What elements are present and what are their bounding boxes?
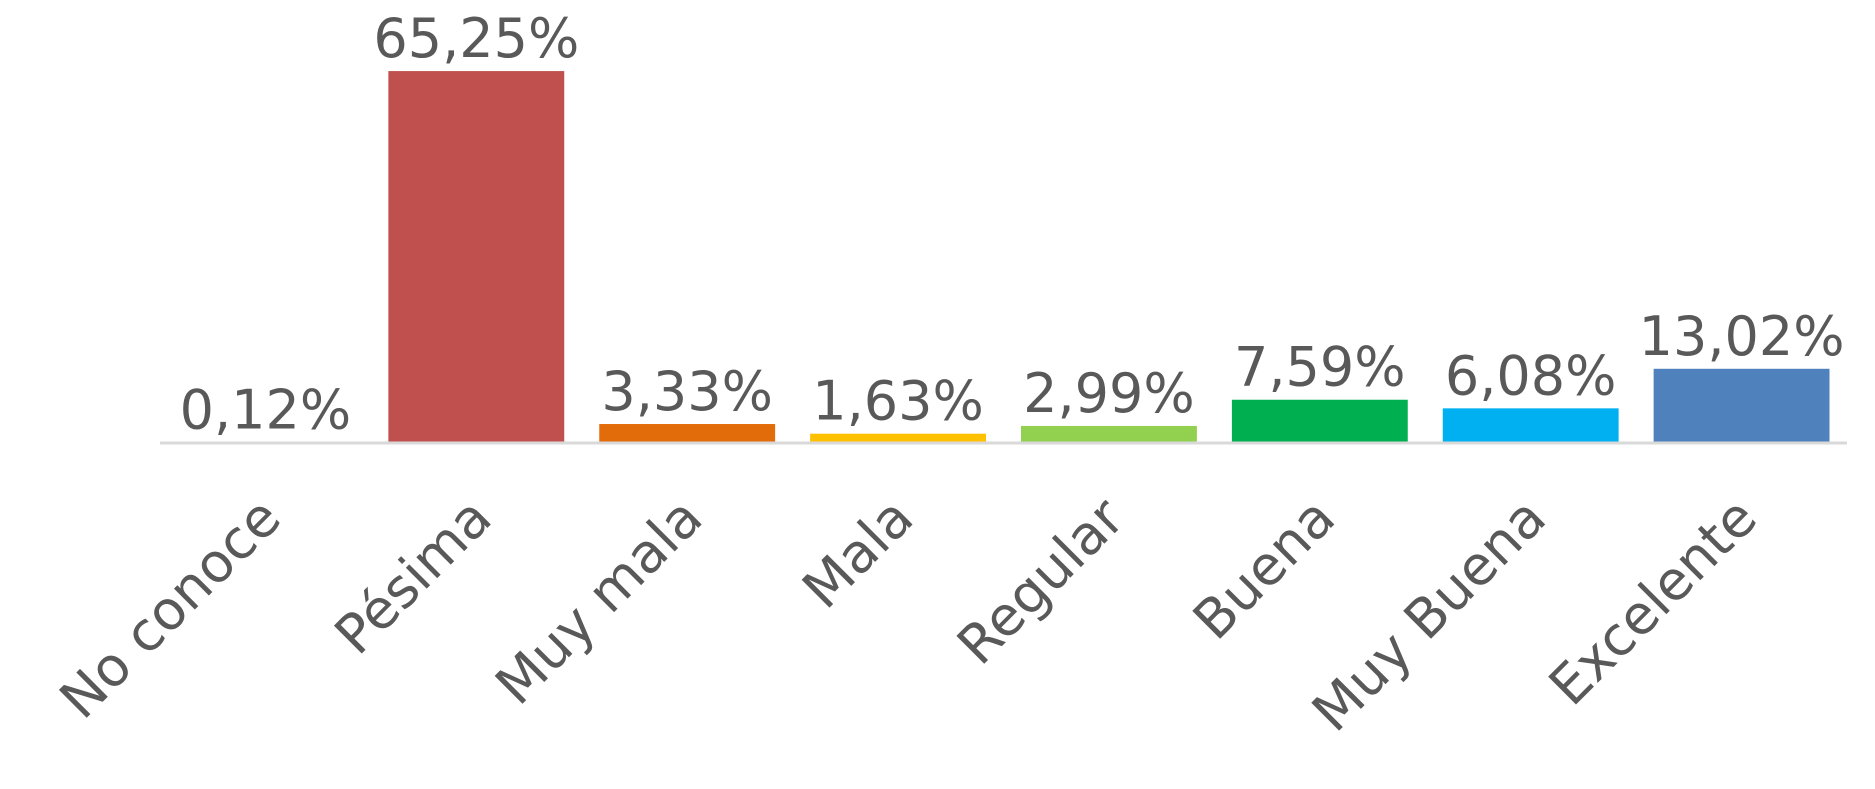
value-label: 3,33%: [601, 360, 773, 423]
x-tick-label: Excelente: [1537, 486, 1769, 718]
x-tick-label: No conoce: [48, 486, 293, 731]
value-label: 7,59%: [1234, 336, 1406, 399]
value-label: 6,08%: [1445, 344, 1617, 407]
value-label: 13,02%: [1639, 305, 1845, 368]
bar: [388, 71, 565, 443]
bar: [1653, 368, 1830, 443]
x-tick-label: Buena: [1181, 486, 1347, 652]
value-label: 65,25%: [373, 7, 579, 70]
bar: [1442, 408, 1619, 443]
value-label: 1,63%: [812, 370, 984, 433]
x-tick-label: Regular: [945, 485, 1137, 677]
bar: [1231, 399, 1408, 443]
value-label: 0,12%: [180, 378, 352, 441]
x-tick-label: Muy mala: [483, 486, 714, 717]
bar: [1021, 425, 1197, 443]
x-tick-label: Pésima: [323, 486, 504, 667]
value-label: 2,99%: [1023, 362, 1195, 425]
bar: [810, 433, 986, 443]
x-tick-label: Mala: [790, 486, 925, 621]
bar: [599, 424, 776, 443]
